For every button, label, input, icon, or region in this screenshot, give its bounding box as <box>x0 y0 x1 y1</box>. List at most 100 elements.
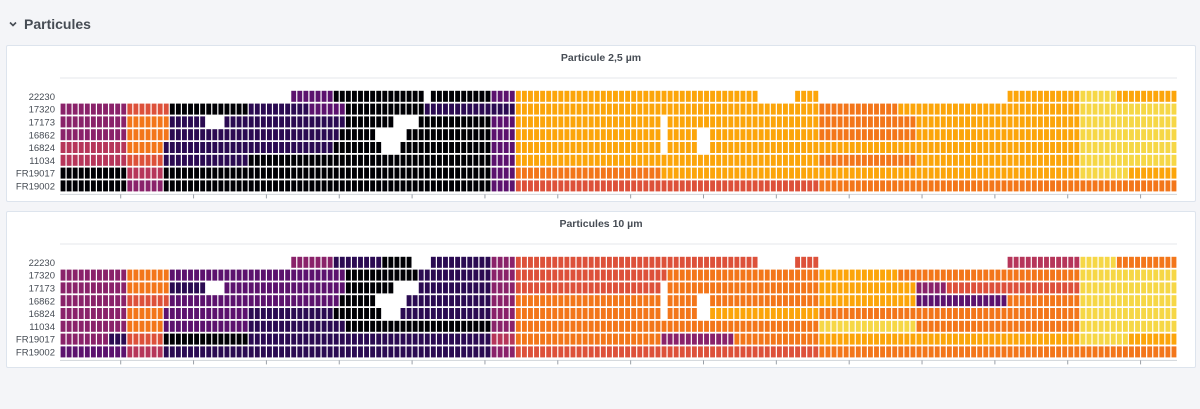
heatmap-cell[interactable] <box>212 269 218 281</box>
heatmap-cell[interactable] <box>625 154 631 166</box>
heatmap-cell[interactable] <box>297 269 303 281</box>
heatmap-cell[interactable] <box>1153 180 1159 192</box>
heatmap-cell[interactable] <box>339 308 345 319</box>
heatmap-cell[interactable] <box>837 308 843 319</box>
heatmap-cell[interactable] <box>370 90 376 102</box>
heatmap-cell[interactable] <box>728 116 734 128</box>
heatmap-cell[interactable] <box>521 142 527 153</box>
heatmap-cell[interactable] <box>309 142 315 153</box>
heatmap-cell[interactable] <box>279 142 285 153</box>
heatmap-cell[interactable] <box>795 167 801 179</box>
heatmap-cell[interactable] <box>1050 90 1055 102</box>
heatmap-cell[interactable] <box>995 320 1001 332</box>
heatmap-cell[interactable] <box>758 333 764 345</box>
heatmap-cell[interactable] <box>898 116 904 128</box>
heatmap-cell[interactable] <box>66 295 72 307</box>
heatmap-cell[interactable] <box>1110 180 1116 192</box>
heatmap-cell[interactable] <box>983 320 989 332</box>
heatmap-cell[interactable] <box>540 269 546 281</box>
heatmap-cell[interactable] <box>309 320 315 332</box>
heatmap-cell[interactable] <box>959 269 964 281</box>
heatmap-cell[interactable] <box>260 269 266 281</box>
heatmap-cell[interactable] <box>558 142 564 153</box>
heatmap-cell[interactable] <box>904 142 910 153</box>
heatmap-cell[interactable] <box>637 180 643 192</box>
heatmap-cell[interactable] <box>716 346 722 358</box>
heatmap-cell[interactable] <box>509 103 515 115</box>
heatmap-cell[interactable] <box>983 269 989 281</box>
heatmap-cell[interactable] <box>1080 90 1086 102</box>
heatmap-cell[interactable] <box>503 103 509 115</box>
heatmap-cell[interactable] <box>849 295 855 307</box>
heatmap-cell[interactable] <box>1098 154 1104 166</box>
heatmap-cell[interactable] <box>400 142 406 153</box>
heatmap-cell[interactable] <box>989 346 995 358</box>
heatmap-cell[interactable] <box>1044 320 1049 332</box>
heatmap-cell[interactable] <box>594 346 600 358</box>
heatmap-cell[interactable] <box>1159 320 1165 332</box>
heatmap-cell[interactable] <box>157 346 163 358</box>
heatmap-cell[interactable] <box>1110 154 1116 166</box>
heatmap-cell[interactable] <box>388 180 394 192</box>
heatmap-cell[interactable] <box>97 346 102 358</box>
heatmap-cell[interactable] <box>540 295 546 307</box>
heatmap-cell[interactable] <box>1001 180 1007 192</box>
heatmap-chart[interactable]: 222301732017173168621682411034FR19017FR1… <box>7 46 1195 201</box>
heatmap-cell[interactable] <box>1086 308 1092 319</box>
heatmap-cell[interactable] <box>1092 90 1098 102</box>
heatmap-cell[interactable] <box>1086 167 1092 179</box>
heatmap-cell[interactable] <box>916 167 922 179</box>
heatmap-cell[interactable] <box>528 103 533 115</box>
heatmap-cell[interactable] <box>1153 154 1159 166</box>
heatmap-cell[interactable] <box>698 320 703 332</box>
heatmap-cell[interactable] <box>831 129 837 141</box>
heatmap-cell[interactable] <box>576 282 582 294</box>
heatmap-cell[interactable] <box>1153 129 1159 141</box>
heatmap-cell[interactable] <box>503 142 509 153</box>
heatmap-cell[interactable] <box>1068 90 1074 102</box>
heatmap-cell[interactable] <box>169 333 175 345</box>
heatmap-cell[interactable] <box>1025 103 1031 115</box>
heatmap-cell[interactable] <box>928 154 934 166</box>
heatmap-cell[interactable] <box>509 269 515 281</box>
heatmap-cell[interactable] <box>655 142 661 153</box>
heatmap-cell[interactable] <box>503 154 509 166</box>
heatmap-cell[interactable] <box>455 180 461 192</box>
heatmap-cell[interactable] <box>376 116 382 128</box>
heatmap-cell[interactable] <box>66 282 72 294</box>
heatmap-cell[interactable] <box>886 154 892 166</box>
heatmap-cell[interactable] <box>540 167 546 179</box>
heatmap-cell[interactable] <box>898 295 904 307</box>
heatmap-cell[interactable] <box>661 103 667 115</box>
heatmap-cell[interactable] <box>1025 154 1031 166</box>
heatmap-cell[interactable] <box>345 320 351 332</box>
heatmap-cell[interactable] <box>60 282 66 294</box>
heatmap-cell[interactable] <box>382 116 388 128</box>
heatmap-cell[interactable] <box>60 308 66 319</box>
heatmap-cell[interactable] <box>940 320 946 332</box>
heatmap-cell[interactable] <box>722 116 728 128</box>
heatmap-cell[interactable] <box>946 282 952 294</box>
heatmap-cell[interactable] <box>376 333 382 345</box>
heatmap-cell[interactable] <box>625 295 631 307</box>
heatmap-cell[interactable] <box>740 295 746 307</box>
heatmap-cell[interactable] <box>898 320 904 332</box>
heatmap-cell[interactable] <box>789 295 794 307</box>
heatmap-cell[interactable] <box>90 167 96 179</box>
heatmap-cell[interactable] <box>940 308 946 319</box>
heatmap-cell[interactable] <box>570 295 576 307</box>
heatmap-cell[interactable] <box>1165 116 1171 128</box>
heatmap-cell[interactable] <box>685 308 691 319</box>
heatmap-cell[interactable] <box>236 180 242 192</box>
heatmap-cell[interactable] <box>497 320 503 332</box>
heatmap-cell[interactable] <box>115 167 121 179</box>
heatmap-cell[interactable] <box>855 167 861 179</box>
heatmap-cell[interactable] <box>789 308 794 319</box>
heatmap-cell[interactable] <box>916 180 922 192</box>
heatmap-cell[interactable] <box>376 142 382 153</box>
heatmap-cell[interactable] <box>843 116 849 128</box>
heatmap-cell[interactable] <box>364 90 369 102</box>
heatmap-cell[interactable] <box>783 282 788 294</box>
heatmap-cell[interactable] <box>406 154 412 166</box>
heatmap-cell[interactable] <box>588 167 594 179</box>
